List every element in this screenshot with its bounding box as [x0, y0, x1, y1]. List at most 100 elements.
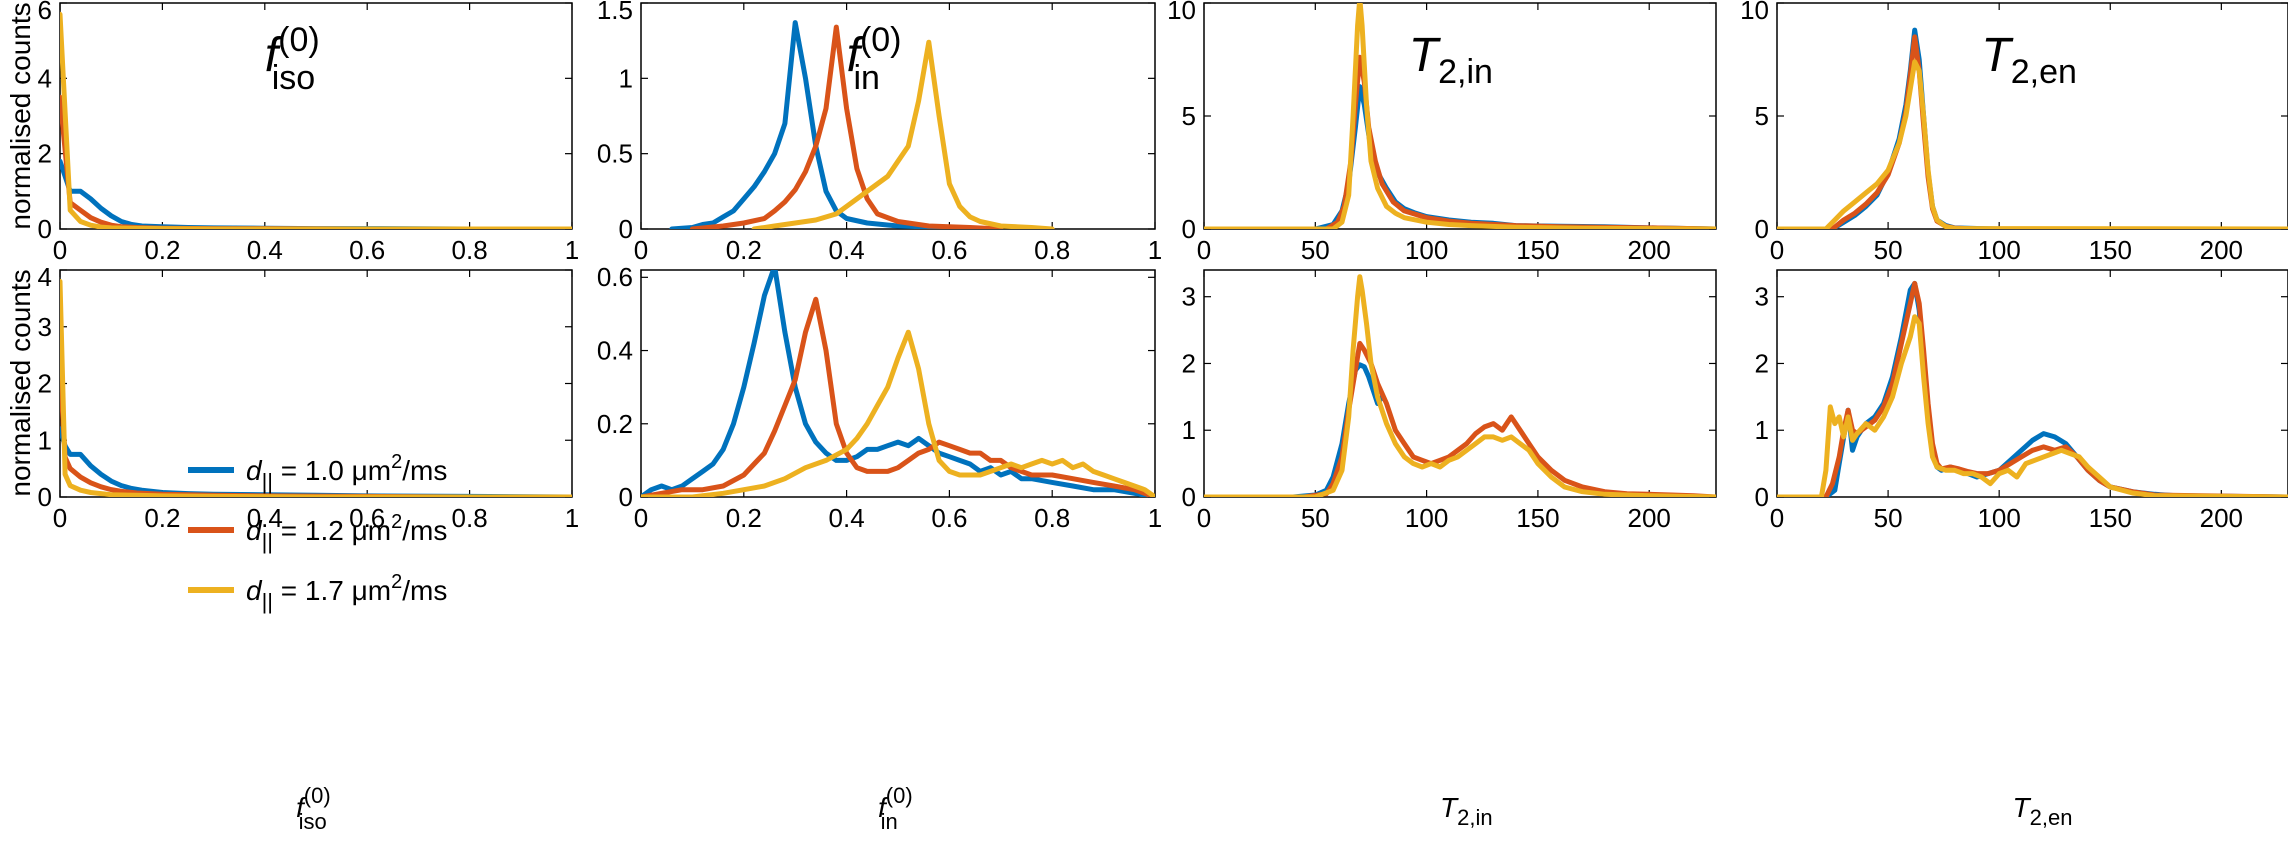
y-tick-label: 5: [1755, 101, 1769, 131]
x-tick-label: 150: [2089, 503, 2132, 533]
x-tick-label: 0: [634, 503, 648, 533]
series-group: [641, 270, 1155, 497]
x-tick-label: 0.8: [1034, 503, 1070, 533]
y-tick-label: 1: [1755, 415, 1769, 445]
series-line-2: [641, 296, 1155, 497]
x-tick-label: 1: [565, 235, 579, 265]
axes-frame: [640, 2, 1156, 230]
panel-title: f(0) iso: [265, 21, 320, 97]
series-line-3: [1777, 59, 2288, 229]
y-tick-label: 0.2: [597, 409, 633, 439]
x-tick-label: 200: [1628, 235, 1671, 265]
x-axis-label: T2,en: [2013, 792, 2073, 830]
y-tick-label: 0: [619, 214, 633, 244]
y-axis-labels: normalised counts normalised counts: [5, 2, 36, 496]
x-tick-label: 50: [1301, 235, 1330, 265]
x-tick-label: 100: [1977, 235, 2020, 265]
panel-r2c3: 0 50 100 150 200 0 1 2 3 T2,in: [1182, 269, 1717, 830]
y-tick-label: 3: [1182, 282, 1196, 312]
y-tick-label: 4: [38, 262, 52, 292]
x-tick-label: 0.2: [144, 235, 180, 265]
series-line-3: [60, 11, 572, 229]
series-line-3: [641, 329, 1155, 497]
series-line-2: [1777, 280, 2288, 497]
panel-r1c1: 0 0.2 0.4 0.6 0.8 1 0 2 4 6 f(0) iso: [38, 0, 580, 265]
x-tick-label: 0.4: [247, 503, 283, 533]
x-tick-label: 0.2: [726, 235, 762, 265]
panel-r1c4: 0 50 100 150 200 0 5 10 T2,en: [1740, 0, 2288, 265]
y-tick-label: 0: [38, 214, 52, 244]
y-tick-label: 0: [38, 482, 52, 512]
x-tick-label: 100: [1977, 503, 2020, 533]
y-axis-label-row-1: normalised counts: [5, 2, 36, 229]
series-line-3: [60, 278, 572, 497]
x-tick-label: 150: [2089, 235, 2132, 265]
legend: d|| = 1.0 μm2/ms d|| = 1.2 μm2/ms d|| = 1.…: [188, 451, 447, 614]
x-tick-label: 1: [565, 503, 579, 533]
series-line-3: [1204, 274, 1716, 497]
y-tick-label: 3: [1755, 282, 1769, 312]
y-tick-label: 0: [619, 482, 633, 512]
panel-r1c2: 0 0.2 0.4 0.6 0.8 1 0 0.5 1 1.5 f(0) in: [597, 0, 1162, 265]
y-axis-label-row-2: normalised counts: [5, 269, 36, 496]
y-tick-label: 10: [1167, 0, 1196, 25]
y-tick-label: 0.6: [597, 262, 633, 292]
y-tick-label: 1: [1182, 415, 1196, 445]
series-line-1: [60, 158, 572, 229]
series-line-2: [1204, 340, 1716, 497]
x-tick-label: 0.6: [931, 503, 967, 533]
x-tick-label: 0.4: [829, 503, 865, 533]
y-tick-label: 0.4: [597, 336, 633, 366]
y-tick-label: 0: [1755, 482, 1769, 512]
x-tick-label: 0.2: [726, 503, 762, 533]
panel-r2c4: 0 50 100 150 200 0 1 2 3 T2,en: [1755, 269, 2288, 830]
series-line-1: [1777, 280, 2288, 497]
x-tick-label: 0.6: [931, 235, 967, 265]
series-line-1: [641, 270, 1155, 497]
x-tick-label: 50: [1301, 503, 1330, 533]
series-group: [1204, 274, 1716, 497]
x-tick-label: 100: [1405, 503, 1448, 533]
axes-frame: [1203, 2, 1717, 230]
series-line-3: [751, 39, 1055, 229]
panel-title: T2,in: [1409, 29, 1493, 91]
panel-r2c1: 0 0.2 0.4 0.6 0.8 1 0 1 2 3 4 f(0) iso: [38, 262, 580, 834]
y-tick-label: 3: [38, 312, 52, 342]
x-tick-label: 0.8: [1034, 235, 1070, 265]
panel-r1c3: 0 50 100 150 200 0 5 10 T2,in: [1167, 0, 1717, 265]
y-tick-label: 10: [1740, 0, 1769, 25]
y-tick-label: 0: [1755, 214, 1769, 244]
x-tick-label: 0: [53, 235, 67, 265]
legend-label: d|| = 1.0 μm2/ms: [246, 451, 447, 494]
series-group: [669, 20, 1055, 229]
x-tick-label: 150: [1516, 235, 1559, 265]
series-line-2: [689, 24, 1004, 229]
y-tick-label: 1: [38, 425, 52, 455]
panel-title: T2,en: [1981, 29, 2077, 91]
x-tick-label: 0.2: [144, 503, 180, 533]
y-tick-label: 0.5: [597, 139, 633, 169]
x-axis-label: f(0) iso: [296, 783, 331, 834]
panel-r2c2: 0 0.2 0.4 0.6 0.8 1 0 0.2 0.4 0.6 f(0) in: [597, 262, 1162, 834]
series-line-3: [1777, 314, 2288, 497]
series-group: [60, 11, 572, 229]
x-tick-label: 0: [53, 503, 67, 533]
x-tick-label: 50: [1874, 235, 1903, 265]
y-tick-label: 1: [619, 63, 633, 93]
axes-frame: [1203, 269, 1717, 498]
axes-frame: [1776, 2, 2288, 230]
axes-frame: [640, 269, 1156, 498]
series-group: [1777, 280, 2288, 497]
y-tick-label: 1.5: [597, 0, 633, 25]
x-tick-label: 0.6: [349, 503, 385, 533]
y-tick-label: 4: [38, 63, 52, 93]
x-tick-label: 0.4: [829, 235, 865, 265]
series-line-2: [60, 94, 572, 229]
series-line-1: [669, 20, 1004, 229]
x-tick-label: 0.6: [349, 235, 385, 265]
series-group: [1204, 3, 1716, 229]
y-tick-label: 2: [38, 139, 52, 169]
x-tick-label: 150: [1516, 503, 1559, 533]
series-group: [1777, 27, 2288, 229]
